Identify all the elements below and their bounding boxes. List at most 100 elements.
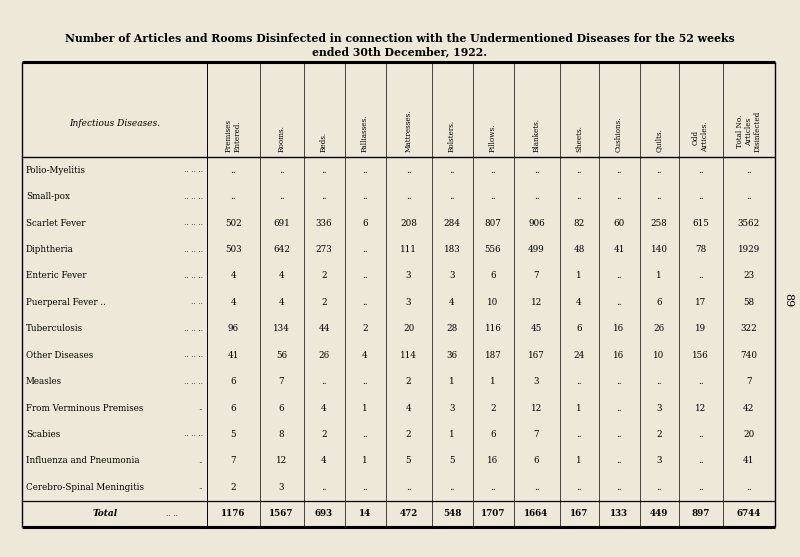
Text: Odd
Articles.: Odd Articles. [692, 122, 709, 152]
Text: From Verminous Premises: From Verminous Premises [26, 404, 143, 413]
Text: ..: .. [490, 483, 496, 492]
Text: ..: .. [698, 271, 703, 280]
Text: .. .. ..: .. .. .. [184, 351, 203, 359]
Text: ..: .. [406, 166, 411, 175]
Text: 1: 1 [449, 377, 455, 386]
Text: 503: 503 [225, 245, 242, 254]
Text: Palliasses.: Palliasses. [361, 115, 369, 152]
Text: 2: 2 [656, 430, 662, 439]
Text: 36: 36 [446, 351, 458, 360]
Text: 1567: 1567 [270, 509, 294, 518]
Text: 6: 6 [534, 456, 539, 466]
Text: 44: 44 [318, 324, 330, 333]
Text: 20: 20 [743, 430, 754, 439]
Text: 134: 134 [273, 324, 290, 333]
Text: 1: 1 [362, 456, 368, 466]
Text: 2: 2 [321, 298, 327, 307]
Text: 96: 96 [228, 324, 239, 333]
Text: 258: 258 [650, 218, 667, 228]
Text: ..: .. [698, 377, 703, 386]
Text: ..: .. [746, 483, 751, 492]
Text: 3: 3 [656, 456, 662, 466]
Text: .. .. ..: .. .. .. [184, 193, 203, 201]
Text: .. .. ..: .. .. .. [184, 431, 203, 438]
Text: 156: 156 [692, 351, 709, 360]
Text: ..: .. [616, 404, 622, 413]
Text: ..: .. [656, 483, 662, 492]
Text: 7: 7 [534, 271, 539, 280]
Text: ..: .. [278, 166, 284, 175]
Text: 4: 4 [406, 404, 411, 413]
Text: ..: .. [322, 166, 326, 175]
Text: 41: 41 [743, 456, 754, 466]
Text: 133: 133 [610, 509, 628, 518]
Text: Small-pox: Small-pox [26, 192, 70, 201]
Text: ..: .. [616, 271, 622, 280]
Text: 284: 284 [443, 218, 461, 228]
Text: 2: 2 [362, 324, 368, 333]
Text: 1: 1 [656, 271, 662, 280]
Text: 449: 449 [650, 509, 668, 518]
Text: 45: 45 [531, 324, 542, 333]
Text: 42: 42 [743, 404, 754, 413]
Text: 1929: 1929 [738, 245, 760, 254]
Text: 693: 693 [315, 509, 333, 518]
Text: 41: 41 [227, 351, 239, 360]
Text: 167: 167 [570, 509, 588, 518]
Text: 3: 3 [450, 404, 454, 413]
Text: ..: .. [362, 271, 368, 280]
Text: 19: 19 [695, 324, 706, 333]
Text: ..: .. [198, 457, 203, 465]
Text: ..: .. [698, 192, 703, 201]
Text: .. .. ..: .. .. .. [184, 246, 203, 253]
Text: Scarlet Fever: Scarlet Fever [26, 218, 86, 228]
Text: 28: 28 [446, 324, 458, 333]
Text: Premises
Entered.: Premises Entered. [225, 119, 242, 152]
Text: 7: 7 [746, 377, 751, 386]
Text: .. .. ..: .. .. .. [184, 219, 203, 227]
Text: 4: 4 [321, 404, 327, 413]
Text: 3: 3 [450, 271, 454, 280]
Text: 20: 20 [403, 324, 414, 333]
Text: 5: 5 [230, 430, 236, 439]
Text: 6: 6 [490, 430, 496, 439]
Text: Total No.
Articles
Disinfected: Total No. Articles Disinfected [735, 111, 762, 152]
Text: 187: 187 [485, 351, 502, 360]
Text: 2: 2 [230, 483, 236, 492]
Text: Pillows.: Pillows. [489, 124, 497, 152]
Text: .. .. ..: .. .. .. [184, 166, 203, 174]
Text: ..: .. [450, 166, 454, 175]
Text: Puerperal Fever ..: Puerperal Fever .. [26, 298, 106, 307]
Text: ..: .. [576, 483, 582, 492]
Text: 502: 502 [225, 218, 242, 228]
Text: ..: .. [576, 192, 582, 201]
Text: Bolsters.: Bolsters. [448, 120, 456, 152]
Text: 336: 336 [316, 218, 332, 228]
Text: 23: 23 [743, 271, 754, 280]
Text: 6: 6 [230, 404, 236, 413]
Text: 807: 807 [485, 218, 502, 228]
Text: ..: .. [698, 166, 703, 175]
Text: 167: 167 [528, 351, 545, 360]
Text: 906: 906 [528, 218, 545, 228]
Text: 548: 548 [443, 509, 461, 518]
Text: 1: 1 [449, 430, 455, 439]
Text: 642: 642 [273, 245, 290, 254]
Text: 10: 10 [487, 298, 498, 307]
Text: 48: 48 [574, 245, 585, 254]
Text: 82: 82 [574, 218, 585, 228]
Text: ..: .. [406, 483, 411, 492]
Text: 12: 12 [531, 298, 542, 307]
Text: ..: .. [362, 192, 368, 201]
Text: Scabies: Scabies [26, 430, 60, 439]
Text: 2: 2 [321, 271, 327, 280]
Text: ..: .. [746, 166, 751, 175]
Text: ..: .. [616, 456, 622, 466]
Text: 4: 4 [278, 271, 284, 280]
Text: ..: .. [698, 456, 703, 466]
Text: ..: .. [656, 192, 662, 201]
Text: 12: 12 [695, 404, 706, 413]
Text: ..: .. [322, 192, 326, 201]
Text: Blankets.: Blankets. [533, 118, 541, 152]
Text: 10: 10 [654, 351, 665, 360]
